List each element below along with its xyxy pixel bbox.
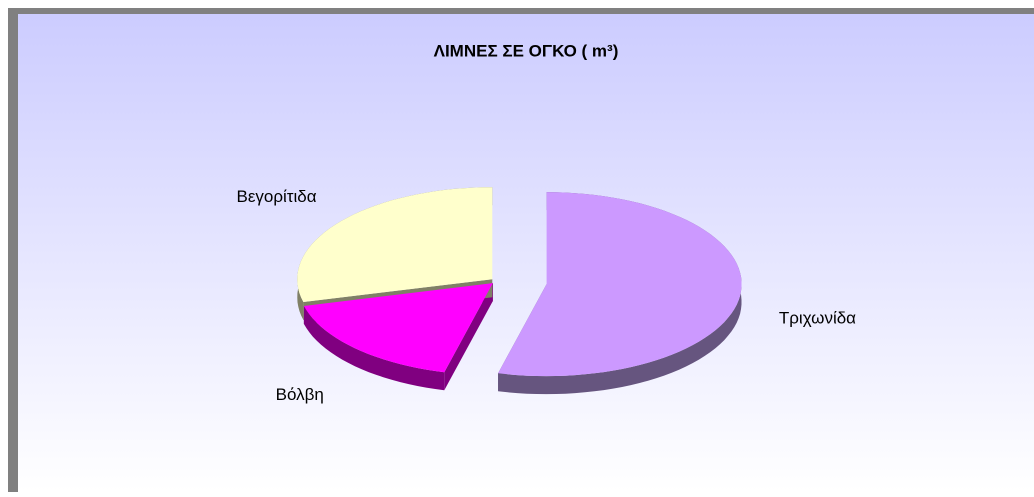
slice-wall (444, 283, 493, 391)
chart-title: ΛΙΜΝΕΣ ΣΕ ΟΓΚΟ ( m³) (434, 41, 619, 60)
slice-label: Βεγορίτιδα (236, 187, 316, 206)
slice-label: Βόλβη (276, 385, 324, 404)
pie: Τριχωνίδα Βόλβη Βεγορίτιδα (236, 187, 856, 404)
slice-label: Τριχωνίδα (779, 308, 856, 327)
slice-side (303, 306, 445, 391)
plot-bg (18, 14, 1034, 492)
slice (303, 283, 493, 373)
slice (297, 187, 493, 302)
slice (498, 192, 742, 377)
